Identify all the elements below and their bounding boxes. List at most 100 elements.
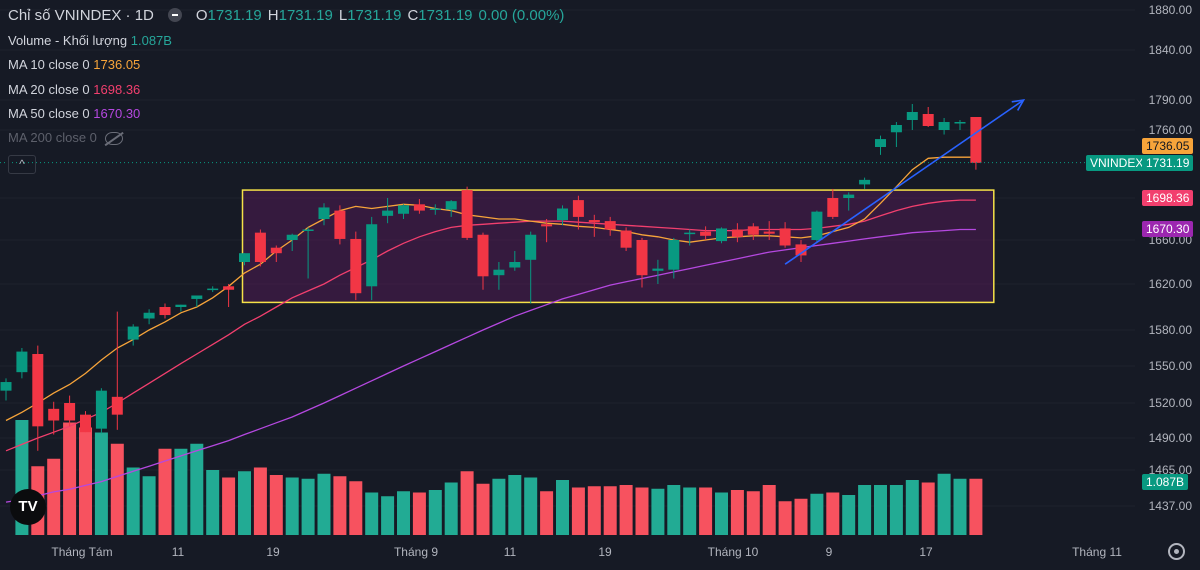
candle <box>763 231 775 234</box>
volume-bar <box>937 473 951 535</box>
x-tick-label: 19 <box>598 545 612 559</box>
volume-bar <box>794 498 808 535</box>
candle <box>890 125 902 133</box>
candle <box>223 286 235 290</box>
candle <box>143 312 155 319</box>
candle <box>509 262 521 268</box>
legend-ma20[interactable]: MA 20 close 0 1698.36 <box>8 82 141 97</box>
candle <box>239 253 250 262</box>
volume-bar <box>730 490 744 535</box>
ohlc-high: 1731.19 <box>278 7 333 24</box>
collapse-legend-button[interactable]: ^ <box>8 155 36 174</box>
y-tick-label: 1760.00 <box>1148 123 1192 137</box>
ma50-line <box>5 228 976 503</box>
volume-bar <box>333 476 347 535</box>
ma20-price-tag: 1698.36 <box>1142 190 1194 206</box>
volume-bar <box>476 483 490 535</box>
legend-ma200[interactable]: MA 200 close 0 <box>8 130 123 146</box>
candle <box>795 244 807 256</box>
ohlc-change: 0.00 (0.00%) <box>478 7 565 24</box>
hidden-eye-icon[interactable] <box>104 132 123 146</box>
candle <box>525 234 537 260</box>
x-tick-label: 17 <box>919 545 933 559</box>
candle <box>207 288 219 291</box>
candle <box>0 382 12 391</box>
symbol-title[interactable]: Chỉ số VNINDEX · 1D <box>8 7 154 24</box>
candle <box>64 403 76 421</box>
volume-bar <box>778 501 792 535</box>
y-tick-label: 1520.00 <box>1148 396 1192 410</box>
volume-bar <box>253 467 267 535</box>
candle <box>270 247 282 254</box>
volume-bar <box>301 478 315 535</box>
ohlc-close: 1731.19 <box>418 7 473 24</box>
volume-bar <box>110 443 124 535</box>
trend-arrow <box>784 99 1025 265</box>
y-tick-label: 1620.00 <box>1148 277 1192 291</box>
y-tick-label: 1790.00 <box>1148 93 1192 107</box>
x-tick-label: Tháng 10 <box>707 545 759 559</box>
volume-bar <box>222 477 236 535</box>
last-price-tag: 1731.19 <box>1142 155 1194 171</box>
volume-bar <box>683 487 697 535</box>
volume-bar <box>492 478 506 535</box>
candle <box>843 194 855 198</box>
market-status-icon <box>167 8 182 23</box>
y-tick-label: 1465.00 <box>1148 463 1192 477</box>
volume-bar <box>556 480 569 535</box>
ohlc-open: 1731.19 <box>207 7 262 24</box>
trend-arrow-head <box>1011 98 1026 111</box>
volume-bar <box>524 477 538 535</box>
candle <box>811 211 823 240</box>
x-tick-label: 11 <box>171 545 185 559</box>
volume-bar <box>508 475 522 535</box>
volume-bar <box>444 482 458 535</box>
volume-bar <box>317 473 331 535</box>
x-tick-label: 9 <box>825 545 833 559</box>
x-tick-label: 11 <box>503 545 517 559</box>
legend-volume[interactable]: Volume - Khối lượng 1.087B <box>8 33 172 48</box>
candle <box>366 224 378 287</box>
ohlc-low: 1731.19 <box>347 7 402 24</box>
volume-bar <box>412 492 426 535</box>
legend-ma10[interactable]: MA 10 close 0 1736.05 <box>8 57 141 72</box>
volume-bar <box>746 491 760 535</box>
candle <box>557 208 568 221</box>
y-tick-label: 1880.00 <box>1148 3 1192 17</box>
volume-bar <box>381 496 395 535</box>
candle <box>111 396 123 415</box>
settings-gear-icon[interactable] <box>1168 543 1185 560</box>
candle <box>175 304 187 307</box>
volume-bar <box>365 492 379 535</box>
candle <box>604 221 616 230</box>
candle <box>254 232 266 262</box>
volume-bar <box>858 485 872 535</box>
candle <box>700 231 712 236</box>
candle <box>922 114 934 126</box>
candle <box>334 210 346 239</box>
candle <box>32 354 44 427</box>
legend-ma50[interactable]: MA 50 close 0 1670.30 <box>8 106 141 121</box>
volume-bar <box>174 448 188 535</box>
volume-bar <box>206 470 220 535</box>
volume-bar <box>762 485 776 535</box>
candle <box>350 238 362 294</box>
x-tick-label: Tháng 9 <box>393 545 439 559</box>
candle <box>620 230 632 248</box>
volume-bar <box>460 471 474 535</box>
tradingview-logo[interactable]: TV <box>10 489 46 525</box>
volume-bar <box>158 448 172 535</box>
candle <box>413 204 425 211</box>
volume-bar <box>905 480 919 535</box>
y-tick-label: 1437.00 <box>1148 499 1192 513</box>
volume-bar <box>94 432 108 535</box>
candle <box>95 390 107 429</box>
volume-bar <box>969 478 983 535</box>
candle <box>747 226 759 235</box>
ma50-price-tag: 1670.30 <box>1142 221 1194 237</box>
candle <box>970 117 982 163</box>
volume-bar <box>63 422 77 535</box>
volume-bar <box>699 487 713 535</box>
volume-bar <box>79 427 92 535</box>
